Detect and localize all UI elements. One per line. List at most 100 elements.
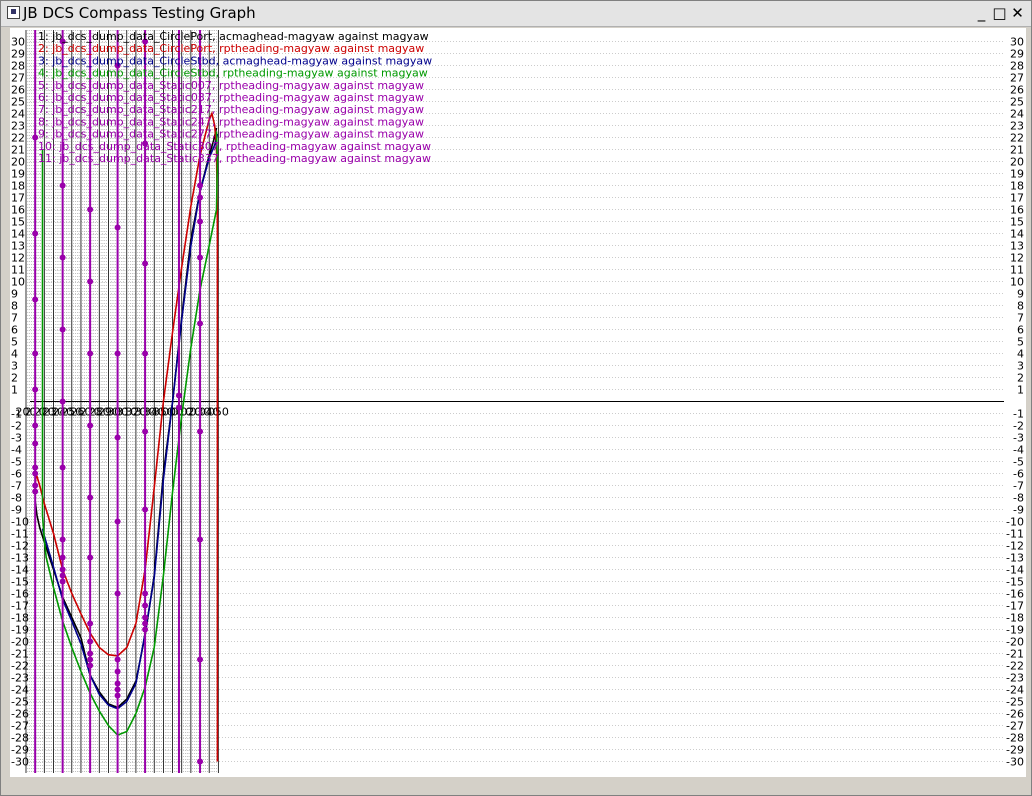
y-tick-label-left: 4 <box>11 348 18 361</box>
series-point <box>59 464 66 471</box>
y-tick-label-right: -23 <box>1006 672 1024 685</box>
y-tick-label-right: 29 <box>1010 48 1024 61</box>
series-point <box>59 554 66 561</box>
series-point <box>142 506 149 513</box>
window-title: JB DCS Compass Testing Graph <box>23 4 256 22</box>
series-point <box>142 350 149 357</box>
y-tick-label-left: -22 <box>11 660 29 673</box>
y-tick-label-left: -15 <box>11 576 29 589</box>
series-point <box>142 614 149 621</box>
x-tick-label: 350 <box>153 406 174 419</box>
y-tick-label-right: -5 <box>1013 456 1024 469</box>
series-point <box>114 686 121 693</box>
y-tick-label-right: -7 <box>1013 480 1024 493</box>
series-point <box>87 650 94 657</box>
y-tick-label-right: -25 <box>1006 696 1024 709</box>
y-tick-label-left: -11 <box>11 528 29 541</box>
legend-entry: 5: jb_dcs_dump_data_Static007, rptheadin… <box>38 79 424 92</box>
series-point <box>59 566 66 573</box>
y-tick-label-right: 24 <box>1010 108 1024 121</box>
y-tick-label-left: -3 <box>11 432 22 445</box>
series-point <box>197 758 204 765</box>
y-tick-label-right: 11 <box>1010 264 1024 277</box>
series-point <box>114 668 121 675</box>
y-tick-label-left: 18 <box>11 180 25 193</box>
y-tick-label-right: -1 <box>1013 408 1024 421</box>
y-tick-label-left: 16 <box>11 204 25 217</box>
y-tick-label-left: -19 <box>11 624 29 637</box>
series-point <box>59 38 66 45</box>
series-point <box>59 182 66 189</box>
y-tick-label-right: 5 <box>1017 336 1024 349</box>
series-point <box>87 278 94 285</box>
y-tick-label-right: -30 <box>1006 756 1024 769</box>
y-tick-label-right: -27 <box>1006 720 1024 733</box>
legend-entry: 2: jb_dcs_dump_data_CirclePort, rptheadi… <box>38 42 424 55</box>
series-point <box>114 434 121 441</box>
y-tick-label-right: 12 <box>1010 252 1024 265</box>
y-tick-label-right: -4 <box>1013 444 1024 457</box>
y-tick-label-right: 15 <box>1010 216 1024 229</box>
series-point <box>197 656 204 663</box>
series-point <box>59 578 66 585</box>
y-tick-label-left: 30 <box>11 36 25 49</box>
y-tick-label-left: -5 <box>11 456 22 469</box>
y-tick-label-right: 17 <box>1010 192 1024 205</box>
series-point <box>87 662 94 669</box>
series-point <box>32 470 39 477</box>
minimize-button[interactable]: _ <box>977 4 986 22</box>
series-point <box>32 296 39 303</box>
series-point <box>87 206 94 213</box>
y-tick-label-right: 8 <box>1017 300 1024 313</box>
series-point <box>32 488 39 495</box>
series-point <box>142 626 149 633</box>
x-tick-label: 320 <box>125 406 146 419</box>
y-tick-label-right: -8 <box>1013 492 1024 505</box>
y-tick-label-left: -27 <box>11 720 29 733</box>
close-button[interactable]: ✕ <box>1011 4 1024 22</box>
series-point <box>197 536 204 543</box>
series-point <box>32 440 39 447</box>
y-tick-label-left: 14 <box>11 228 25 241</box>
series-point <box>142 260 149 267</box>
series-point <box>87 656 94 663</box>
y-tick-label-left: 5 <box>11 336 18 349</box>
y-tick-label-right: 22 <box>1010 132 1024 145</box>
legend-entry: 4: jb_dcs_dump_data_CircleStbd, rptheadi… <box>38 67 428 80</box>
y-tick-label-left: 17 <box>11 192 25 205</box>
series-line <box>34 111 219 762</box>
x-tick-label: 280 <box>89 406 110 419</box>
series-point <box>87 554 94 561</box>
y-tick-label-left: -12 <box>11 540 29 553</box>
series-point <box>59 398 66 405</box>
y-tick-label-right: 16 <box>1010 204 1024 217</box>
maximize-button[interactable]: □ <box>992 4 1007 22</box>
y-tick-label-left: -6 <box>11 468 22 481</box>
y-tick-label-right: -28 <box>1006 732 1024 745</box>
y-tick-label-right: 6 <box>1017 324 1024 337</box>
y-tick-label-right: -15 <box>1006 576 1024 589</box>
series-point <box>142 38 149 45</box>
y-tick-label-right: 23 <box>1010 120 1024 133</box>
series-point <box>59 572 66 579</box>
series-point <box>197 182 204 189</box>
y-tick-label-left: 3 <box>11 360 18 373</box>
y-tick-label-right: 3 <box>1017 360 1024 373</box>
y-tick-label-right: 25 <box>1010 96 1024 109</box>
series-point <box>142 428 149 435</box>
series-point <box>32 386 39 393</box>
y-tick-label-right: 27 <box>1010 72 1024 85</box>
compass-graph: 2002102202302402502602702802903003103203… <box>11 30 1024 773</box>
series-point <box>142 602 149 609</box>
y-tick-label-right: 4 <box>1017 348 1024 361</box>
series-point <box>32 230 39 237</box>
title-bar[interactable]: JB DCS Compass Testing Graph _ □ ✕ <box>1 1 1031 27</box>
y-tick-label-right: 26 <box>1010 84 1024 97</box>
x-tick-label: 290 <box>98 406 119 419</box>
y-tick-label-left: -7 <box>11 480 22 493</box>
y-tick-label-left: -9 <box>11 504 22 517</box>
y-tick-label-right: -6 <box>1013 468 1024 481</box>
y-tick-label-left: -10 <box>11 516 29 529</box>
y-tick-label-right: 13 <box>1010 240 1024 253</box>
